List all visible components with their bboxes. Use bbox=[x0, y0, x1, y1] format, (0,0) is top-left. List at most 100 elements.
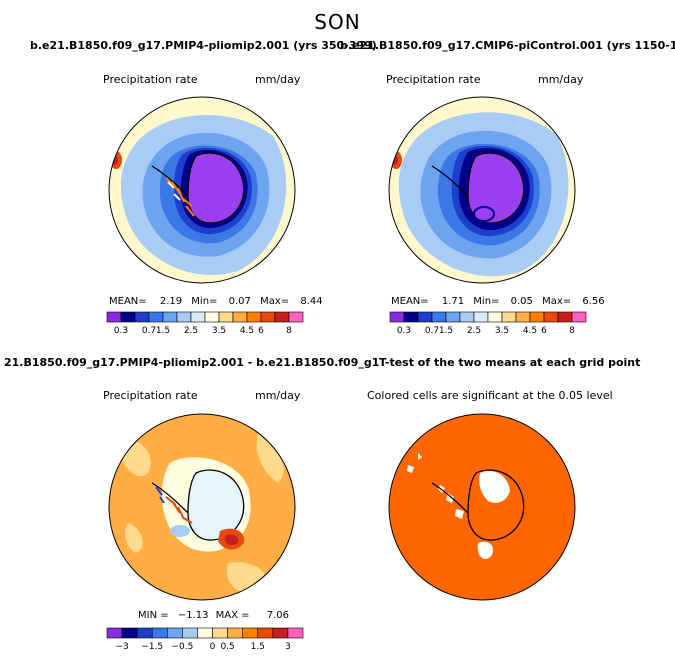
colorbar-swatch bbox=[218, 311, 234, 323]
stat-max-label: Max= bbox=[542, 296, 572, 307]
colorbar-swatch bbox=[151, 627, 168, 639]
colorbar-swatch bbox=[459, 311, 475, 323]
stat-mean-label: MEAN= bbox=[391, 296, 429, 307]
map-peninsula-coast bbox=[431, 482, 469, 514]
colorbar-swatch bbox=[182, 627, 198, 639]
colorbar-swatch bbox=[445, 311, 461, 323]
colorbar-tick-label: −3 bbox=[115, 642, 128, 652]
colorbar-tick-label: 0.3 bbox=[114, 326, 128, 336]
stat-max-label: Max= bbox=[260, 296, 290, 307]
case2-title: b.e21.B1850.f09_g17.CMIP6-piControl.001 … bbox=[340, 39, 675, 52]
stats-diff: MIN = −1.13 MAX = 7.06 bbox=[138, 610, 289, 621]
colorbar-tick-label: 0.7 bbox=[425, 326, 439, 336]
colorbar-swatch bbox=[571, 311, 587, 323]
colorbar-swatch bbox=[529, 311, 545, 323]
map-picontrol-precip bbox=[388, 96, 576, 284]
map-peninsula-hatch-light bbox=[167, 181, 181, 201]
colorbar-swatch bbox=[272, 627, 289, 639]
colorbar-tick-label: 4.5 bbox=[523, 326, 537, 336]
stat-max-label: MAX = bbox=[215, 610, 250, 621]
panel-tl-units: mm/day bbox=[255, 73, 301, 86]
colorbar-tick-label: 1.5 bbox=[439, 326, 453, 336]
panel-tr-units: mm/day bbox=[538, 73, 584, 86]
colorbar-swatch bbox=[167, 627, 183, 639]
colorbar-swatch bbox=[274, 311, 290, 323]
colorbar-swatch bbox=[431, 311, 447, 323]
colorbar-tick-label: 0.7 bbox=[142, 326, 156, 336]
map-weddell-light bbox=[170, 525, 190, 537]
colorbar-tick-label: 0 bbox=[210, 642, 216, 652]
colorbar-tick-label: 3.5 bbox=[495, 326, 509, 336]
colorbar-swatch bbox=[106, 311, 122, 323]
map-ttest-significance bbox=[388, 413, 576, 601]
map-ross-ice bbox=[473, 206, 495, 222]
colorbar-tick-label: 2.5 bbox=[467, 326, 481, 336]
colorbar-swatch bbox=[148, 311, 164, 323]
panel-tl-variable: Precipitation rate bbox=[103, 73, 198, 86]
colorbar-swatch bbox=[212, 627, 228, 639]
case1-title: b.e21.B1850.f09_g17.PMIP4-pliomip2.001 (… bbox=[30, 39, 377, 52]
colorbar-swatch bbox=[242, 627, 259, 639]
colorbar-swatch bbox=[257, 627, 274, 639]
colorbar-abs-left: 0.3 0.7 1.5 2.5 3.5 4.5 6 8 bbox=[106, 311, 304, 336]
colorbar-swatch bbox=[162, 311, 178, 323]
colorbar-swatch bbox=[232, 311, 248, 323]
map-peninsula-coast bbox=[151, 482, 189, 514]
colorbar-swatch bbox=[246, 311, 262, 323]
colorbar-tick-label: 6 bbox=[258, 326, 264, 336]
colorbar-swatch bbox=[204, 311, 220, 323]
colorbar-swatch bbox=[197, 627, 213, 639]
colorbar-tick-label: 1.5 bbox=[251, 642, 265, 652]
map-insignificant-cells bbox=[477, 541, 494, 559]
stat-min-value: 0.07 bbox=[228, 296, 251, 307]
map-insignificant-cells bbox=[479, 471, 510, 503]
stat-min-value: −1.13 bbox=[177, 610, 209, 621]
colorbar-swatch bbox=[227, 627, 243, 639]
colorbar-swatch bbox=[389, 311, 405, 323]
stat-max-value: 7.06 bbox=[266, 610, 289, 621]
colorbar-swatch bbox=[136, 627, 153, 639]
stat-min-label: MIN = bbox=[138, 610, 169, 621]
colorbar-swatch bbox=[287, 627, 304, 639]
colorbar-tick-label: 6 bbox=[541, 326, 547, 336]
colorbar-abs-right: 0.3 0.7 1.5 2.5 3.5 4.5 6 8 bbox=[389, 311, 587, 336]
colorbar-swatch bbox=[134, 311, 150, 323]
ttest-title: T-test of the two means at each grid poi… bbox=[379, 356, 641, 369]
colorbar-tick-label: 4.5 bbox=[240, 326, 254, 336]
colorbar-swatch bbox=[501, 311, 517, 323]
colorbar-tick-label: −0.5 bbox=[171, 642, 193, 652]
colorbar-diff: −3 −1.5 −0.5 0 0.5 1.5 3 bbox=[106, 627, 304, 652]
colorbar-tick-label: 0.5 bbox=[220, 642, 234, 652]
stat-min-label: Min= bbox=[473, 296, 500, 307]
stats-tr: MEAN= 1.71 Min= 0.05 Max= 6.56 bbox=[391, 296, 605, 307]
colorbar-swatch bbox=[176, 311, 192, 323]
map-insignificant-cells bbox=[407, 453, 422, 473]
colorbar-tick-label: 3 bbox=[285, 642, 291, 652]
map-antarctica bbox=[187, 469, 245, 541]
panel-diff-variable: Precipitation rate bbox=[103, 389, 198, 402]
map-peninsula-hatch bbox=[165, 496, 193, 524]
map-precip-difference bbox=[108, 413, 296, 601]
colorbar-swatch bbox=[190, 311, 206, 323]
panel-ttest-note: Colored cells are significant at the 0.0… bbox=[367, 389, 613, 402]
map-antarctica bbox=[187, 152, 245, 224]
colorbar-swatch bbox=[260, 311, 276, 323]
map-significant-cells bbox=[389, 414, 575, 600]
colorbar-swatch bbox=[288, 311, 304, 323]
map-antarctica-coast bbox=[467, 469, 525, 541]
colorbar-swatch bbox=[473, 311, 489, 323]
colorbar-tick-label: 2.5 bbox=[184, 326, 198, 336]
stats-tl: MEAN= 2.19 Min= 0.07 Max= 8.44 bbox=[109, 296, 323, 307]
colorbar-swatch bbox=[106, 627, 123, 639]
colorbar-tick-label: 8 bbox=[569, 326, 575, 336]
colorbar-swatch bbox=[515, 311, 531, 323]
colorbar-swatch bbox=[543, 311, 559, 323]
colorbar-tick-label: −1.5 bbox=[141, 642, 163, 652]
colorbar-swatch bbox=[557, 311, 573, 323]
stat-max-value: 8.44 bbox=[300, 296, 323, 307]
colorbar-tick-label: 0.3 bbox=[397, 326, 411, 336]
colorbar-swatch bbox=[121, 627, 138, 639]
map-pliomip2-precip bbox=[108, 96, 296, 284]
colorbar-tick-label: 8 bbox=[286, 326, 292, 336]
panel-tr-variable: Precipitation rate bbox=[386, 73, 481, 86]
